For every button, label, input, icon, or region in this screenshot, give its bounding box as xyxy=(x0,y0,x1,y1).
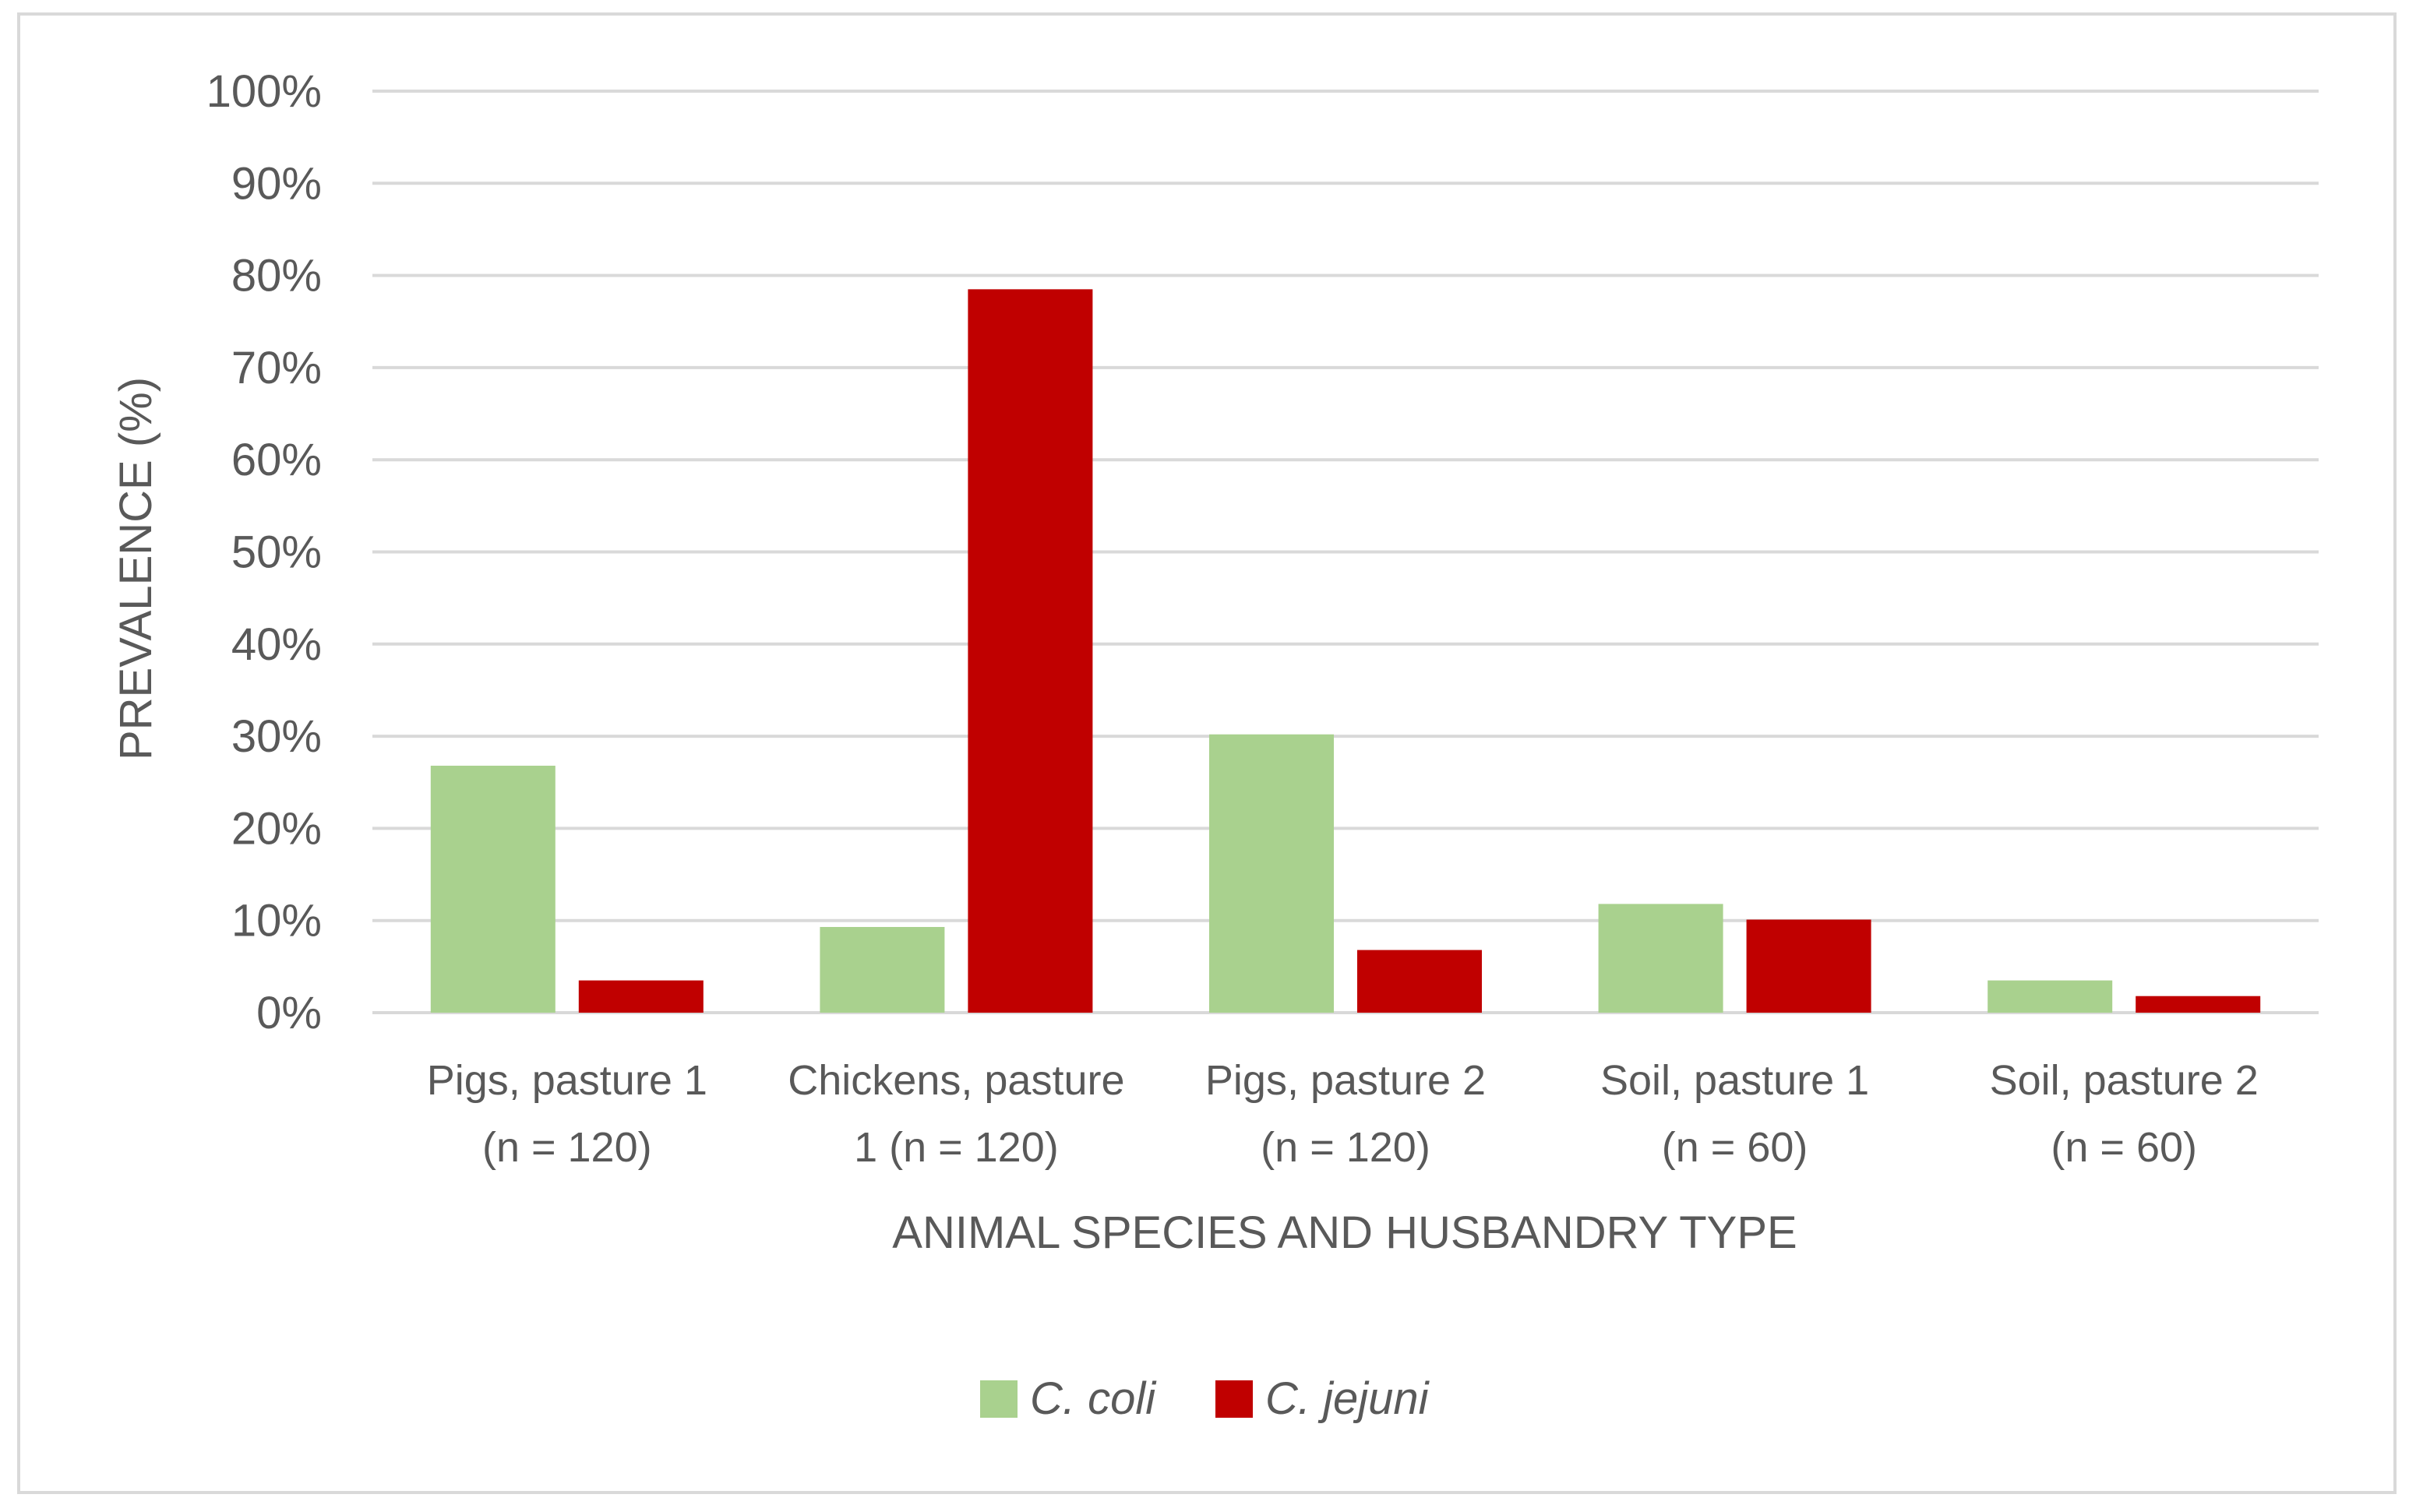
y-tick-label: 50% xyxy=(231,527,322,578)
y-axis-label: PREVALENCE (%) xyxy=(111,377,161,760)
x-tick-label: Pigs, pasture 2 (n = 120) xyxy=(1205,1057,1486,1171)
bar-c-coli xyxy=(430,765,556,1013)
bar-c-jejuni xyxy=(1357,950,1482,1013)
bar-c-jejuni xyxy=(2136,996,2261,1013)
bar-c-coli xyxy=(820,926,945,1013)
legend-label-c-coli: C. coli xyxy=(1030,1373,1157,1424)
bar-c-coli xyxy=(1209,734,1334,1013)
x-axis-ticks: Pigs, pasture 1 (n = 120) Chickens, pastur… xyxy=(427,1057,2259,1171)
bars xyxy=(430,289,2261,1013)
x-tick-label-line: (n = 120) xyxy=(482,1124,652,1171)
bar-c-jejuni xyxy=(968,289,1093,1013)
gridlines xyxy=(372,90,2319,1014)
legend-swatch-c-jejuni xyxy=(1215,1380,1253,1418)
x-tick-label-line: (n = 120) xyxy=(1261,1124,1430,1171)
y-tick-label: 90% xyxy=(231,158,322,209)
x-tick-label: Soil, pasture 1 (n = 60) xyxy=(1600,1057,1869,1171)
x-tick-label-line: Pigs, pasture 1 xyxy=(427,1057,707,1104)
y-tick-label: 40% xyxy=(231,619,322,670)
y-tick-label: 60% xyxy=(231,435,322,485)
y-tick-label: 10% xyxy=(231,896,322,946)
y-tick-label: 80% xyxy=(231,251,322,301)
x-tick-label: Chickens, pasture 1 (n = 120) xyxy=(788,1057,1124,1171)
bar-c-jejuni xyxy=(1746,919,1871,1013)
y-tick-label: 70% xyxy=(231,343,322,393)
chart-frame xyxy=(17,12,2397,1494)
x-tick-label-line: (n = 60) xyxy=(1662,1124,1808,1171)
x-tick-label: Soil, pasture 2 (n = 60) xyxy=(1990,1057,2259,1171)
x-tick-label: Pigs, pasture 1 (n = 120) xyxy=(427,1057,707,1171)
y-tick-label: 20% xyxy=(231,803,322,854)
bar-c-jejuni xyxy=(578,980,704,1013)
x-tick-label-line: 1 (n = 120) xyxy=(854,1124,1059,1171)
x-tick-label-line: Soil, pasture 1 xyxy=(1600,1057,1869,1104)
y-axis-ticks: 0% 10% 20% 30% 40% 50% 60% 70% 80% 90% 100% xyxy=(206,66,322,1038)
y-tick-label: 30% xyxy=(231,711,322,762)
bar-c-coli xyxy=(1988,980,2113,1013)
bar-c-coli xyxy=(1598,904,1723,1013)
y-tick-label: 0% xyxy=(256,988,322,1038)
legend-label-c-jejuni: C. jejuni xyxy=(1265,1373,1430,1424)
x-tick-label-line: Pigs, pasture 2 xyxy=(1205,1057,1486,1104)
x-tick-label-line: Soil, pasture 2 xyxy=(1990,1057,2259,1104)
x-axis-label: ANIMAL SPECIES AND HUSBANDRY TYPE xyxy=(892,1207,1797,1258)
x-tick-label-line: Chickens, pasture xyxy=(788,1057,1124,1104)
legend: C. coli C. jejuni xyxy=(980,1373,1430,1424)
legend-swatch-c-coli xyxy=(980,1380,1018,1418)
y-tick-label: 100% xyxy=(206,66,322,117)
x-tick-label-line: (n = 60) xyxy=(2051,1124,2197,1171)
